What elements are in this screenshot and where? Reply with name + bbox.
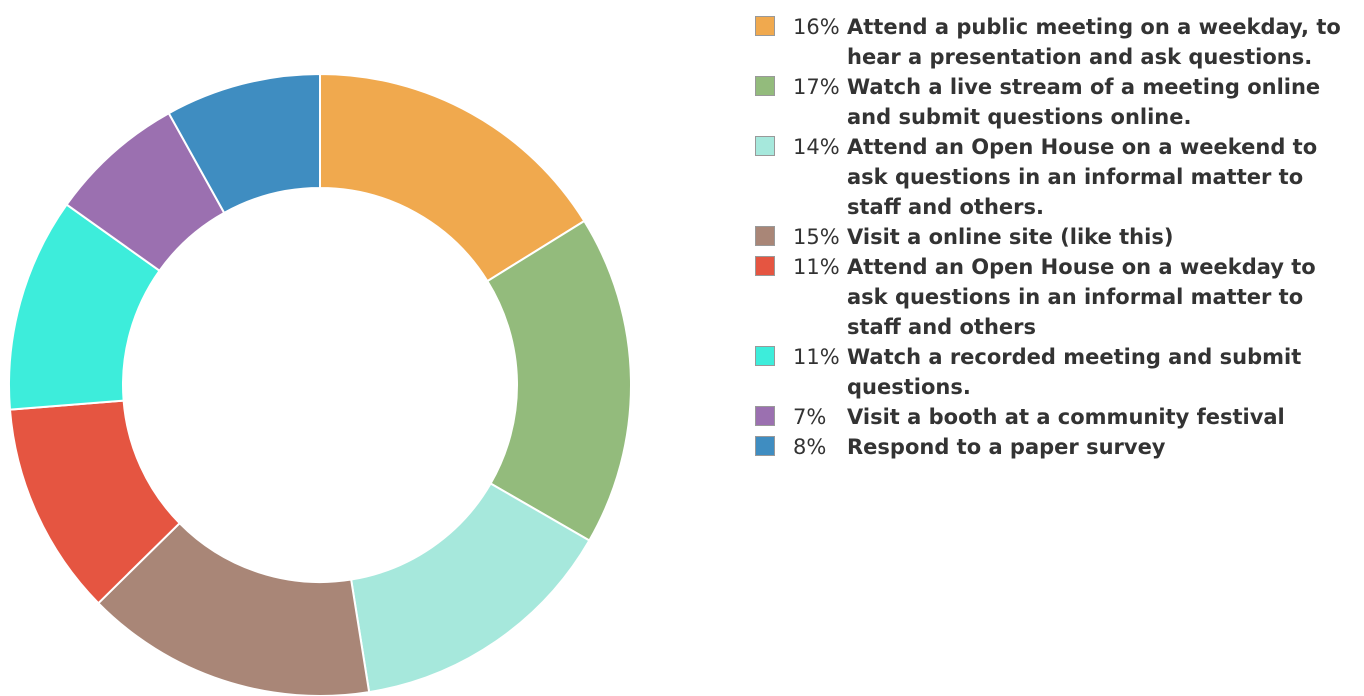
legend-label: Watch a recorded meeting and submit ques… xyxy=(847,345,1302,399)
legend-percent: 14% xyxy=(793,135,840,159)
legend-swatch xyxy=(755,76,775,96)
legend-percent: 16% xyxy=(793,15,840,39)
donut-chart xyxy=(8,72,632,696)
legend-item: 8% Respond to a paper survey xyxy=(755,432,1355,462)
legend-swatch xyxy=(755,346,775,366)
legend-swatch xyxy=(755,436,775,456)
legend-item: 11% Watch a recorded meeting and submit q… xyxy=(755,342,1355,402)
legend-swatch xyxy=(755,16,775,36)
legend-label: Attend a public meeting on a weekday, to… xyxy=(847,15,1341,69)
legend-label: Visit a booth at a community festival xyxy=(847,405,1285,429)
legend-item: 11% Attend an Open House on a weekday to … xyxy=(755,252,1355,342)
legend-percent: 17% xyxy=(793,75,840,99)
legend-swatch xyxy=(755,226,775,246)
legend-item: 7% Visit a booth at a community festival xyxy=(755,402,1355,432)
legend-swatch xyxy=(755,136,775,156)
legend-item: 15% Visit a online site (like this) xyxy=(755,222,1355,252)
legend-label: Watch a live stream of a meeting online … xyxy=(847,75,1321,129)
legend: 16% Attend a public meeting on a weekday,… xyxy=(755,12,1355,462)
legend-percent: 11% xyxy=(793,255,840,279)
legend-percent: 11% xyxy=(793,345,840,369)
legend-percent: 8% xyxy=(793,435,827,459)
legend-label: Attend an Open House on a weekday to ask… xyxy=(847,255,1316,339)
legend-swatch xyxy=(755,406,775,426)
legend-item: 16% Attend a public meeting on a weekday,… xyxy=(755,12,1355,72)
legend-percent: 15% xyxy=(793,225,840,249)
slice xyxy=(486,219,632,542)
legend-label: Visit a online site (like this) xyxy=(847,225,1174,249)
slice xyxy=(167,72,321,215)
legend-percent: 7% xyxy=(793,405,827,429)
legend-label: Respond to a paper survey xyxy=(847,435,1166,459)
legend-label: Attend an Open House on a weekend to ask… xyxy=(847,135,1318,219)
legend-item: 14% Attend an Open House on a weekend to … xyxy=(755,132,1355,222)
legend-swatch xyxy=(755,256,775,276)
legend-item: 17% Watch a live stream of a meeting onli… xyxy=(755,72,1355,132)
